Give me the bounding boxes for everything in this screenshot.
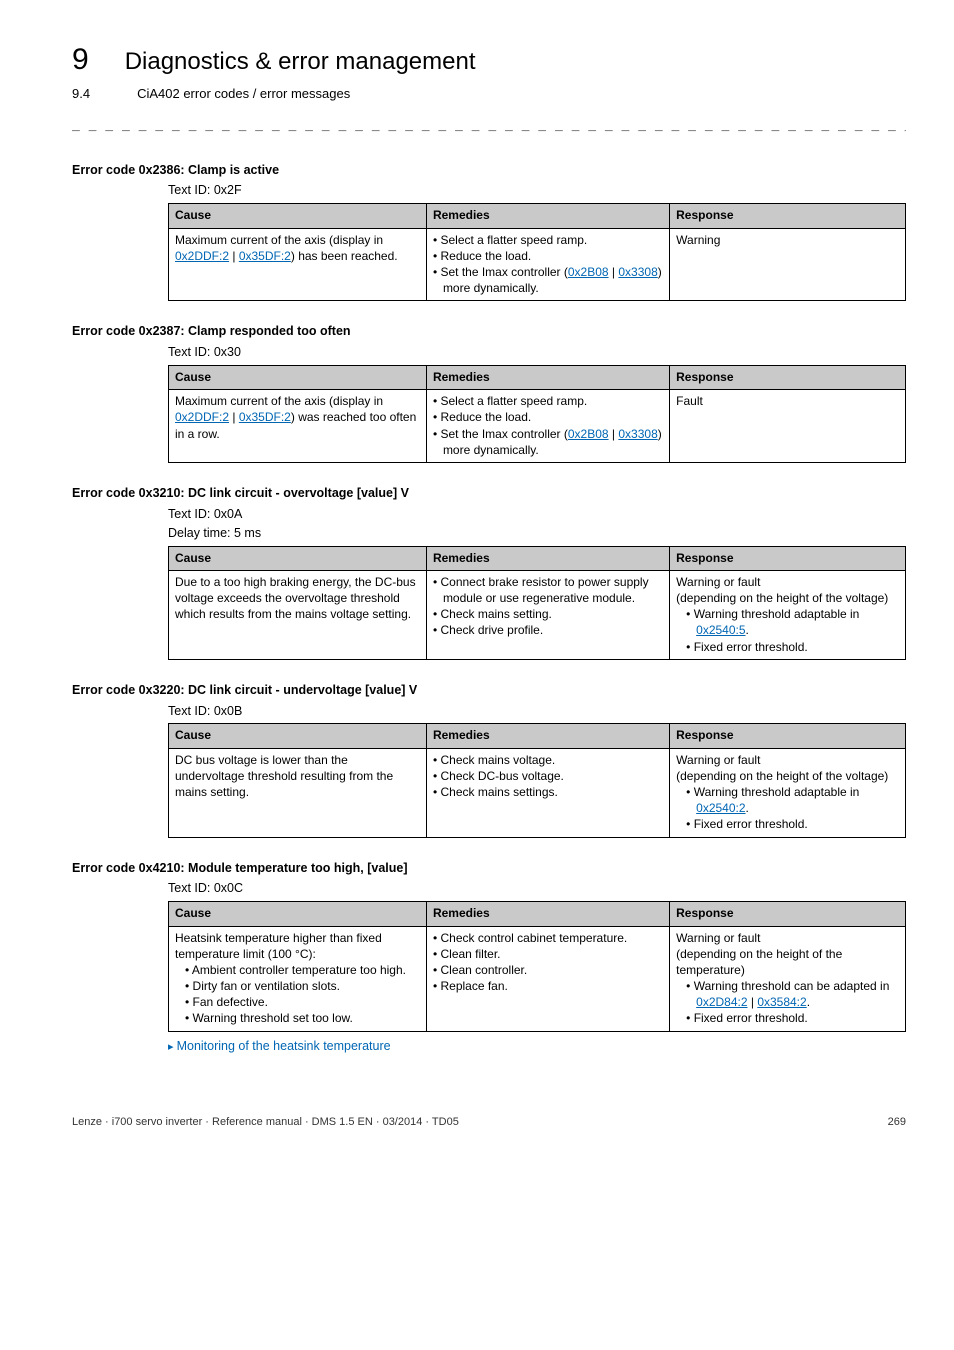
see-also-link[interactable]: Monitoring of the heatsink temperature (168, 1038, 906, 1055)
col-remedies: Remedies (426, 546, 669, 570)
section-number: 9.4 (72, 85, 90, 103)
col-response: Response (670, 204, 906, 228)
error-table: Cause Remedies Response Due to a too hig… (168, 546, 906, 660)
page-number: 269 (888, 1115, 906, 1130)
error-table: Cause Remedies Response Maximum current … (168, 365, 906, 463)
col-cause: Cause (169, 366, 427, 390)
param-link[interactable]: 0x3308 (618, 427, 657, 441)
cause-cell: Maximum current of the axis (display in … (169, 390, 427, 463)
param-link[interactable]: 0x35DF:2 (239, 249, 291, 263)
error-title: Error code 0x3210: DC link circuit - ove… (72, 485, 906, 502)
col-response: Response (670, 724, 906, 748)
divider: _ _ _ _ _ _ _ _ _ _ _ _ _ _ _ _ _ _ _ _ … (72, 116, 906, 134)
chapter-title: Diagnostics & error management (125, 46, 476, 78)
section-title: CiA402 error codes / error messages (137, 85, 350, 103)
text-id: Text ID: 0x0A (168, 506, 906, 523)
col-remedies: Remedies (426, 724, 669, 748)
error-title: Error code 0x2387: Clamp responded too o… (72, 323, 906, 340)
col-cause: Cause (169, 204, 427, 228)
col-cause: Cause (169, 546, 427, 570)
cause-cell: Heatsink temperature higher than fixed t… (169, 926, 427, 1031)
response-cell: Warning or fault (depending on the heigh… (670, 570, 906, 659)
param-link[interactable]: 0x2B08 (568, 427, 609, 441)
param-link[interactable]: 0x2D84:2 (696, 995, 747, 1009)
error-title: Error code 0x4210: Module temperature to… (72, 860, 906, 877)
param-link[interactable]: 0x2540:5 (696, 623, 745, 637)
text-id: Text ID: 0x30 (168, 344, 906, 361)
param-link[interactable]: 0x2B08 (568, 265, 609, 279)
remedies-cell: Check control cabinet temperature. Clean… (426, 926, 669, 1031)
cause-cell: Maximum current of the axis (display in … (169, 228, 427, 301)
col-remedies: Remedies (426, 366, 669, 390)
text-id: Text ID: 0x0B (168, 703, 906, 720)
error-table: Cause Remedies Response Heatsink tempera… (168, 901, 906, 1031)
cause-cell: DC bus voltage is lower than the undervo… (169, 748, 427, 837)
error-table: Cause Remedies Response Maximum current … (168, 203, 906, 301)
col-cause: Cause (169, 724, 427, 748)
col-remedies: Remedies (426, 204, 669, 228)
response-cell: Fault (670, 390, 906, 463)
delay-time: Delay time: 5 ms (168, 525, 906, 542)
param-link[interactable]: 0x3308 (618, 265, 657, 279)
error-title: Error code 0x2386: Clamp is active (72, 162, 906, 179)
response-cell: Warning or fault (depending on the heigh… (670, 748, 906, 837)
footer-left: Lenze · i700 servo inverter · Reference … (72, 1115, 459, 1130)
param-link[interactable]: 0x35DF:2 (239, 410, 291, 424)
response-cell: Warning or fault (depending on the heigh… (670, 926, 906, 1031)
param-link[interactable]: 0x3584:2 (757, 995, 806, 1009)
response-cell: Warning (670, 228, 906, 301)
text-id: Text ID: 0x2F (168, 182, 906, 199)
cause-cell: Due to a too high braking energy, the DC… (169, 570, 427, 659)
col-response: Response (670, 546, 906, 570)
col-cause: Cause (169, 902, 427, 926)
col-response: Response (670, 366, 906, 390)
error-table: Cause Remedies Response DC bus voltage i… (168, 723, 906, 837)
text-id: Text ID: 0x0C (168, 880, 906, 897)
remedies-cell: Check mains voltage. Check DC-bus voltag… (426, 748, 669, 837)
error-title: Error code 0x3220: DC link circuit - und… (72, 682, 906, 699)
param-link[interactable]: 0x2DDF:2 (175, 410, 229, 424)
remedies-cell: Select a flatter speed ramp. Reduce the … (426, 228, 669, 301)
param-link[interactable]: 0x2540:2 (696, 801, 745, 815)
col-remedies: Remedies (426, 902, 669, 926)
chapter-number: 9 (72, 40, 89, 81)
remedies-cell: Connect brake resistor to power supply m… (426, 570, 669, 659)
col-response: Response (670, 902, 906, 926)
remedies-cell: Select a flatter speed ramp. Reduce the … (426, 390, 669, 463)
param-link[interactable]: 0x2DDF:2 (175, 249, 229, 263)
